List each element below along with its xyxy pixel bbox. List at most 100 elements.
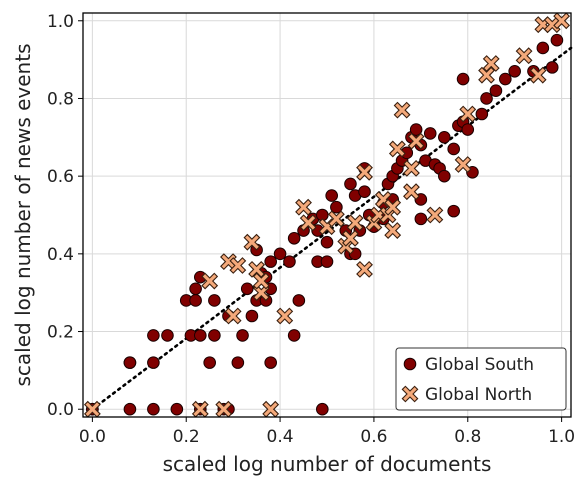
data-point-global-south — [123, 402, 137, 416]
data-point-global-north — [403, 159, 420, 177]
data-point-global-south — [508, 64, 521, 78]
data-point-global-south — [236, 329, 249, 342]
data-point-global-north — [482, 55, 500, 72]
legend-label-global-north: Global North — [425, 385, 532, 405]
data-point-global-north — [295, 198, 312, 216]
data-point-global-south — [161, 329, 174, 342]
data-point-global-north — [407, 132, 425, 150]
data-point-global-south — [147, 356, 160, 369]
data-point-global-south — [189, 294, 202, 307]
data-point-global-south — [194, 329, 207, 342]
data-point-global-south — [231, 356, 245, 369]
data-point-global-north — [356, 260, 373, 278]
data-point-global-north — [327, 210, 345, 228]
data-point-global-south — [358, 185, 371, 198]
y-tick-label: 0.4 — [47, 245, 74, 265]
x-axis-label: scaled log number of documents — [163, 452, 492, 476]
data-point-global-south — [414, 212, 428, 226]
legend-marker-global-south — [403, 357, 417, 371]
data-point-global-south — [170, 402, 184, 416]
data-point-global-south — [208, 329, 221, 342]
data-point-global-south — [489, 84, 503, 97]
data-point-global-south — [245, 309, 259, 323]
y-tick-label: 0.0 — [47, 400, 74, 420]
data-point-global-south — [123, 356, 137, 369]
data-point-global-south — [325, 189, 338, 202]
legend-box — [395, 347, 567, 411]
data-point-global-south — [344, 177, 357, 191]
y-axis-label: scaled log number of news events — [11, 44, 35, 387]
data-point-global-north — [191, 400, 209, 418]
data-point-global-south — [447, 204, 460, 218]
data-point-global-south — [480, 92, 493, 105]
data-point-global-south — [203, 356, 216, 369]
data-point-global-south — [273, 247, 287, 261]
data-point-global-south — [475, 107, 489, 121]
data-point-global-south — [287, 329, 301, 342]
data-point-global-north — [459, 105, 477, 123]
data-point-global-north — [252, 284, 270, 302]
data-point-global-south — [189, 282, 202, 296]
data-point-global-north — [553, 12, 571, 30]
y-tick-label: 0.2 — [47, 323, 74, 343]
data-point-global-south — [208, 294, 221, 307]
data-point-global-south — [499, 72, 512, 86]
data-point-global-south — [550, 33, 564, 47]
y-tick-label: 1.0 — [47, 12, 74, 32]
y-tick-label: 0.8 — [47, 89, 74, 109]
data-point-global-south — [147, 402, 160, 416]
data-point-global-south — [147, 329, 160, 342]
x-tick-label: 0.2 — [173, 427, 200, 447]
data-point-global-south — [409, 123, 423, 136]
data-point-global-south — [438, 169, 451, 183]
x-tick-label: 0.4 — [267, 427, 294, 447]
data-point-global-north — [248, 260, 266, 278]
data-point-global-south — [316, 402, 329, 416]
data-point-global-north — [454, 156, 472, 173]
data-point-global-south — [423, 127, 437, 140]
x-tick-label: 0.6 — [360, 427, 387, 447]
data-point-global-south — [545, 61, 559, 74]
data-point-global-north — [83, 400, 101, 418]
legend: Global South Global North — [395, 347, 567, 411]
data-point-global-north — [299, 214, 317, 232]
data-point-global-north — [384, 222, 402, 239]
data-point-global-south — [438, 131, 451, 144]
data-point-global-north — [276, 307, 294, 325]
data-point-global-north — [384, 198, 402, 216]
legend-marker-global-north — [401, 385, 419, 403]
data-point-global-north — [201, 272, 219, 290]
data-point-global-south — [240, 282, 254, 296]
data-point-global-north — [346, 214, 364, 232]
data-point-global-north — [252, 272, 270, 290]
data-point-global-north — [224, 307, 242, 325]
x-tick-label: 0.0 — [79, 427, 106, 447]
data-point-global-south — [456, 72, 470, 86]
data-point-global-south — [447, 142, 460, 156]
data-point-global-north — [342, 229, 359, 247]
data-point-global-north — [356, 163, 373, 181]
plot-frame — [82, 12, 572, 418]
grid — [83, 13, 571, 417]
series-global-north — [83, 12, 571, 418]
data-point-global-north — [215, 400, 233, 418]
data-point-global-south — [264, 356, 277, 369]
data-point-global-south — [320, 235, 334, 249]
data-point-global-south — [461, 123, 475, 136]
data-point-global-south — [287, 232, 301, 245]
data-point-global-north — [243, 233, 261, 251]
legend-marker-x — [401, 385, 419, 403]
data-point-global-north — [478, 66, 495, 84]
data-point-global-south — [264, 255, 277, 268]
data-point-global-north — [529, 66, 547, 84]
x-tick-label: 1.0 — [548, 427, 575, 447]
data-points — [83, 12, 571, 418]
data-point-global-south — [283, 255, 296, 268]
data-point-global-south — [292, 294, 306, 307]
legend-label-global-south: Global South — [425, 355, 534, 375]
data-point-global-north — [393, 101, 411, 119]
x-tick-label: 0.8 — [454, 427, 481, 447]
data-point-global-north — [220, 253, 237, 271]
